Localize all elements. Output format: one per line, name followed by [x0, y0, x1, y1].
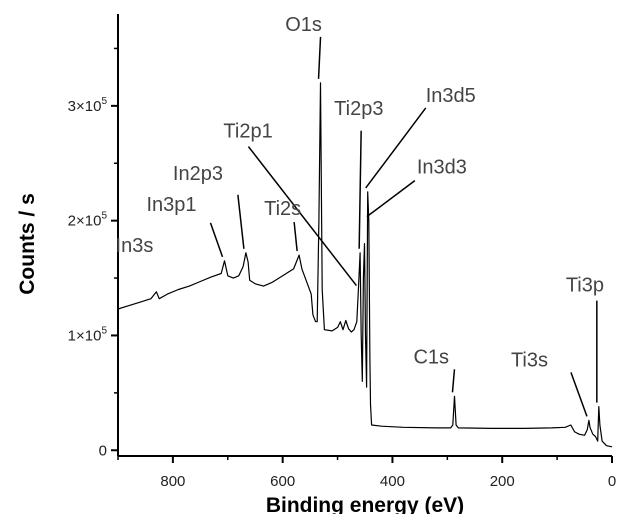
axis-ticks: 800 600 400 200 0 0 1×105 2×105 3×105 — [68, 47, 616, 490]
peak-label-ti2p3: Ti2p3 — [334, 98, 383, 120]
x-tick-label: 0 — [608, 473, 616, 490]
peak-label-in3d3: In3d3 — [417, 157, 467, 179]
leader-line-in3d3 — [366, 180, 416, 218]
leader-line-in3p1 — [209, 222, 224, 258]
peak-label-ti2p1: Ti2p1 — [223, 121, 272, 143]
x-axis-title: Binding energy (eV) — [266, 494, 464, 514]
peak-label-in3s: In3s — [116, 235, 154, 257]
leader-line-o1s — [317, 36, 322, 79]
x-tick-label: 200 — [490, 473, 515, 490]
peak-label-ti2s: Ti2s — [264, 198, 301, 220]
peak-leader-lines — [209, 36, 598, 417]
leader-line-ti3s — [570, 372, 588, 417]
y-tick-label: 2×105 — [68, 211, 108, 230]
leader-line-ti2p1 — [247, 146, 358, 286]
y-tick-label: 0 — [99, 442, 107, 459]
y-tick-label: 3×105 — [68, 96, 108, 115]
x-tick-label: 600 — [270, 473, 295, 490]
y-tick-label: 1×105 — [68, 325, 108, 344]
leader-line-in3d5 — [365, 107, 427, 189]
peak-label-c1s: C1s — [413, 346, 449, 368]
leader-line-ti2p3 — [358, 130, 362, 249]
peak-labels: O1s Ti2p1 Ti2p3 In3d5 In3d3 In2p3 In3p1 Ti2s In3… — [116, 14, 604, 372]
x-tick-label: 800 — [160, 473, 185, 490]
leader-line-c1s — [451, 369, 456, 393]
spectrum-line — [117, 82, 613, 448]
peak-label-o1s: O1s — [285, 14, 322, 36]
peak-label-ti3p: Ti3p — [566, 275, 604, 297]
x-tick-label: 400 — [380, 473, 405, 490]
peak-label-in2p3: In2p3 — [173, 163, 223, 185]
y-axis-title: Counts / s — [16, 193, 39, 295]
peak-label-ti3s: Ti3s — [511, 349, 548, 371]
peak-label-in3d5: In3d5 — [426, 85, 476, 107]
peak-label-in3p1: In3p1 — [146, 194, 196, 216]
leader-line-in2p3 — [237, 194, 245, 249]
leader-line-ti2s — [293, 222, 298, 252]
axis-frame — [117, 14, 612, 457]
